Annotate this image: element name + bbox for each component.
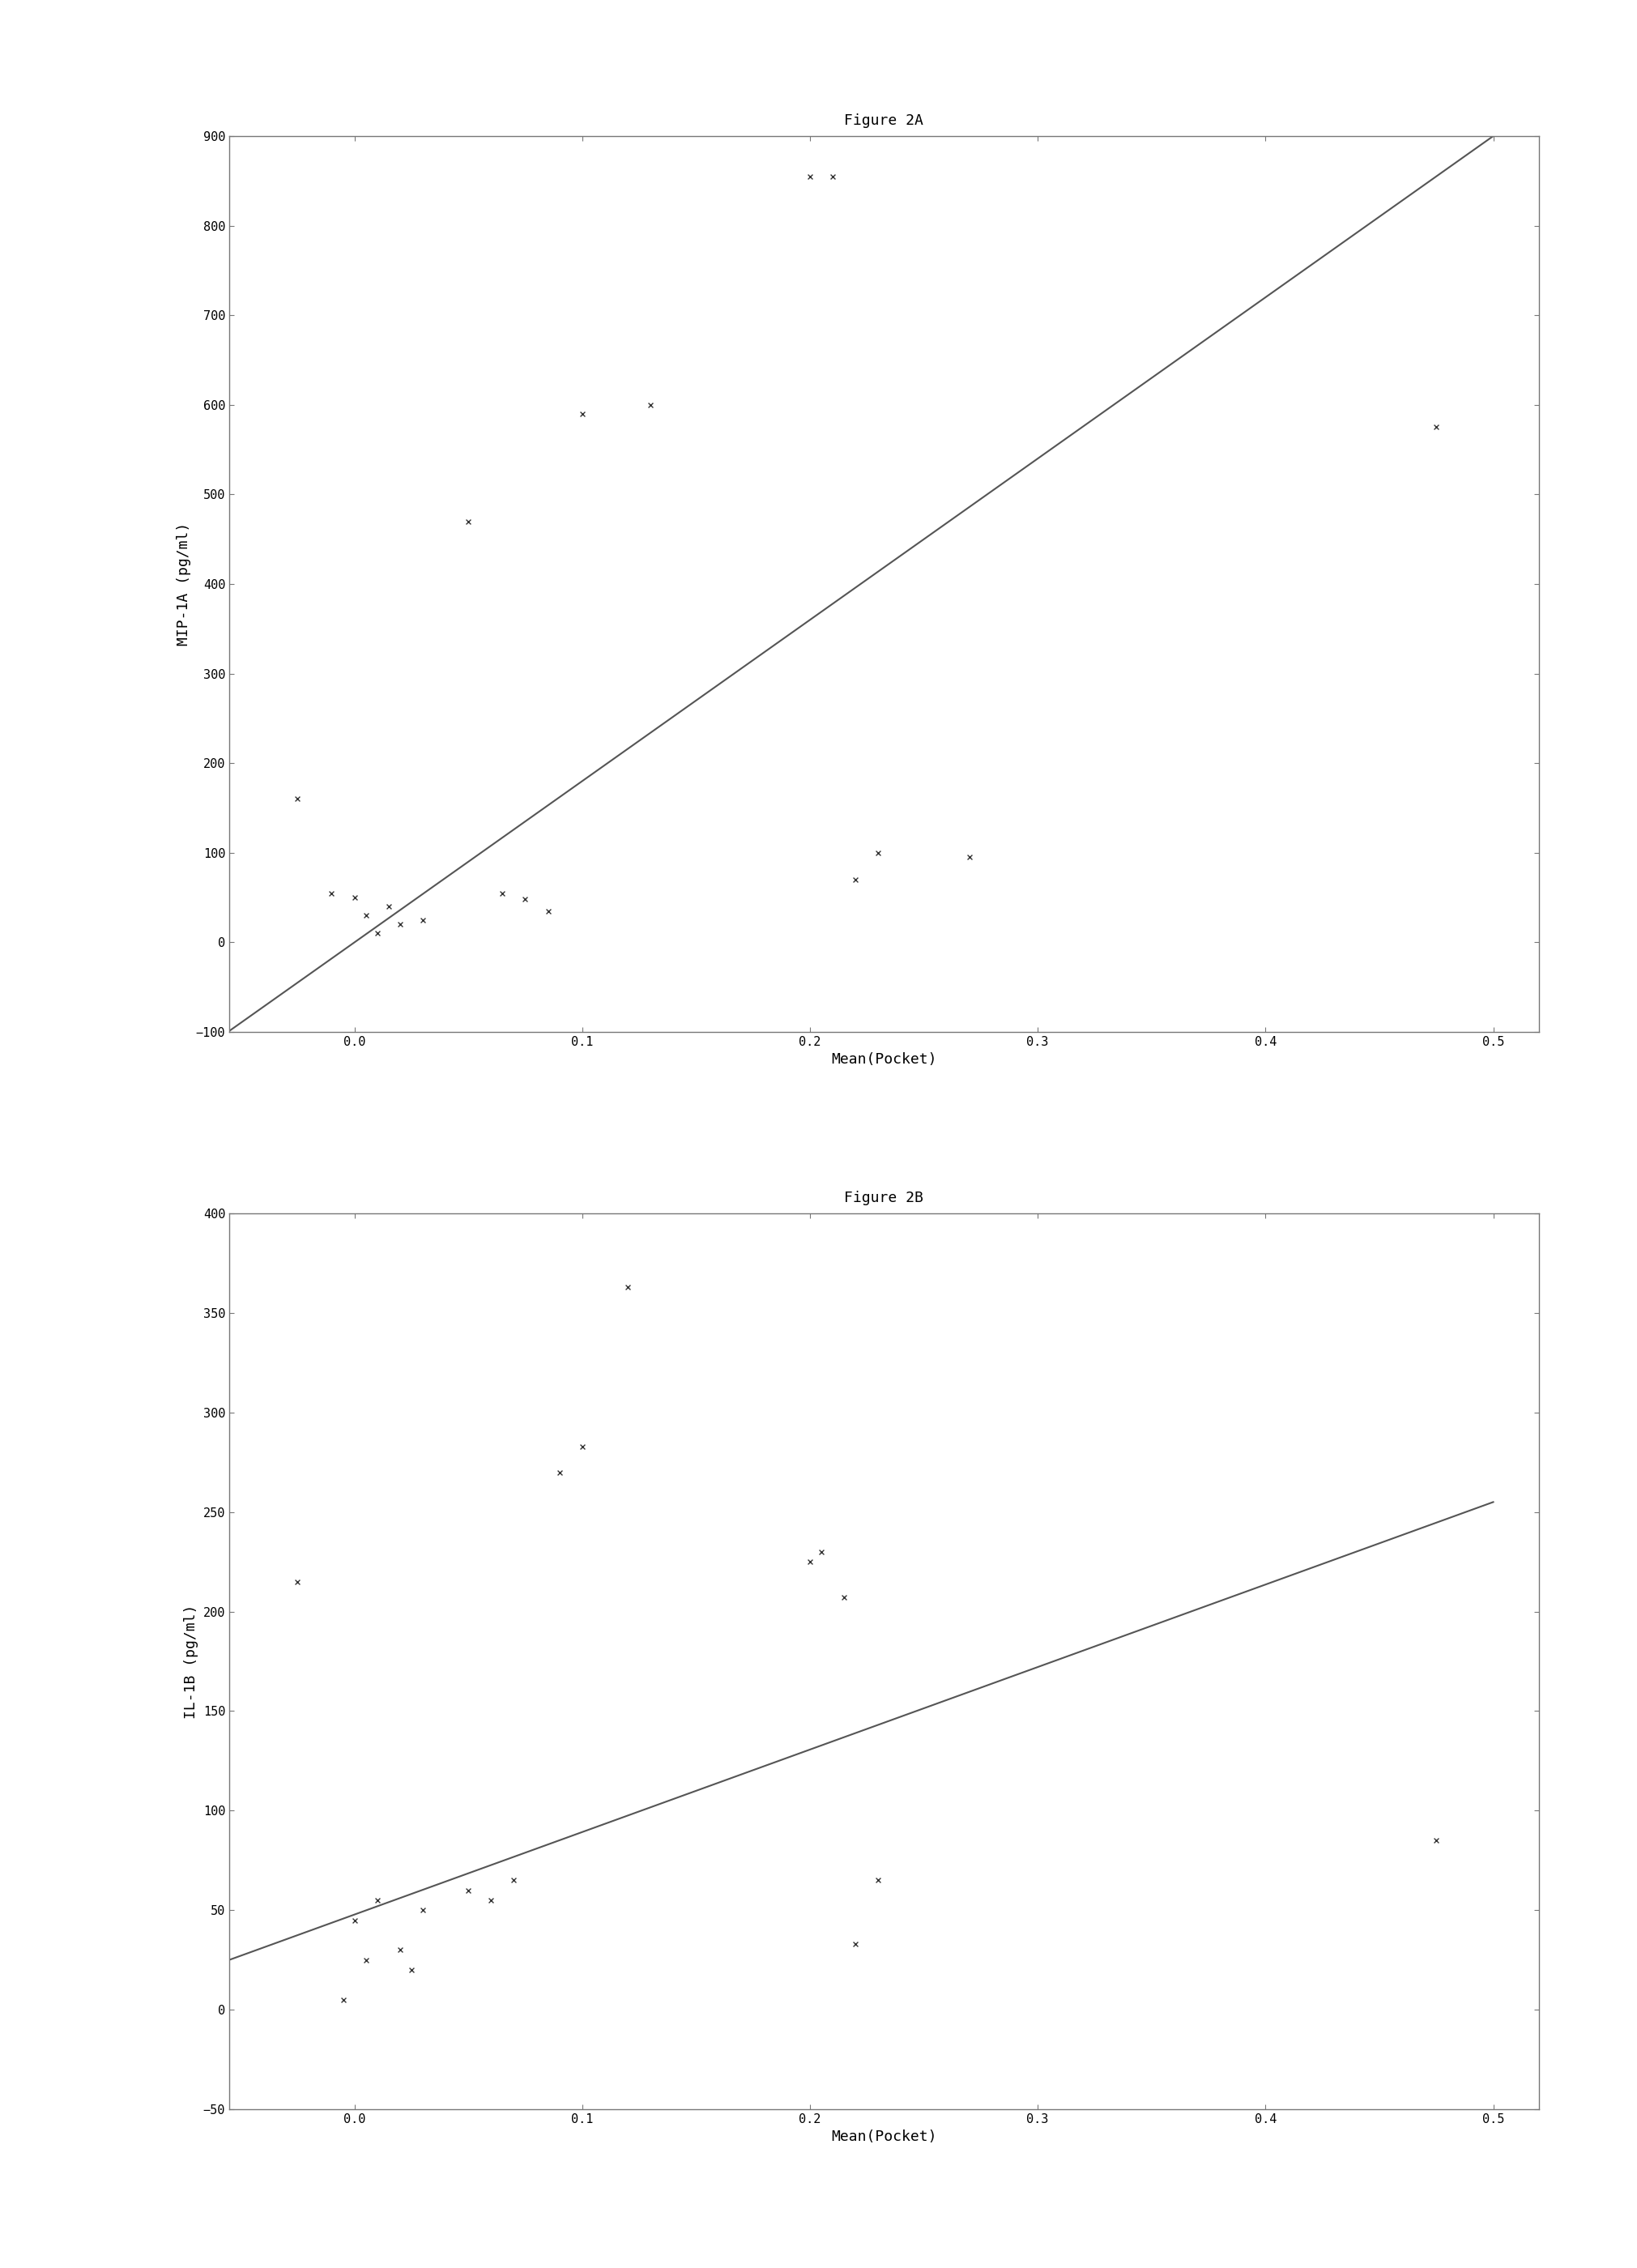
Point [866, 835, 892, 871]
Point [614, 1268, 640, 1304]
Point [375, 889, 401, 925]
Point [386, 1932, 413, 1969]
Point [455, 503, 481, 540]
Point [398, 1953, 424, 1989]
Point [843, 1926, 869, 1962]
Point [342, 880, 368, 916]
Point [285, 1563, 311, 1599]
Point [409, 903, 435, 939]
Point [797, 1545, 823, 1581]
Point [1423, 408, 1449, 445]
Point [843, 862, 869, 898]
Point [535, 894, 561, 930]
Point [1423, 1823, 1449, 1860]
Title: Figure 2B: Figure 2B [845, 1191, 923, 1204]
Point [501, 1862, 527, 1898]
Point [512, 882, 539, 919]
X-axis label: Mean(Pocket): Mean(Pocket) [832, 1052, 936, 1068]
Point [409, 1892, 435, 1928]
Point [455, 1871, 481, 1907]
Point [820, 159, 846, 195]
Point [637, 388, 663, 424]
Point [363, 916, 390, 953]
Point [342, 1903, 368, 1939]
Point [285, 780, 311, 816]
Point [331, 1982, 357, 2019]
Point [352, 1941, 378, 1978]
Point [363, 1882, 390, 1919]
Point [797, 159, 823, 195]
Y-axis label: IL-1B (pg/ml): IL-1B (pg/ml) [183, 1603, 198, 1719]
Point [570, 395, 596, 431]
Point [570, 1429, 596, 1465]
Point [809, 1533, 835, 1569]
Point [352, 898, 378, 934]
Title: Figure 2A: Figure 2A [845, 113, 923, 127]
Point [478, 1882, 504, 1919]
Point [386, 907, 413, 943]
Point [547, 1454, 573, 1490]
Point [832, 1579, 858, 1615]
Point [956, 839, 982, 875]
Y-axis label: MIP-1A (pg/ml): MIP-1A (pg/ml) [177, 522, 192, 646]
Point [319, 875, 345, 912]
Point [866, 1862, 892, 1898]
Point [489, 875, 516, 912]
X-axis label: Mean(Pocket): Mean(Pocket) [832, 2130, 936, 2146]
